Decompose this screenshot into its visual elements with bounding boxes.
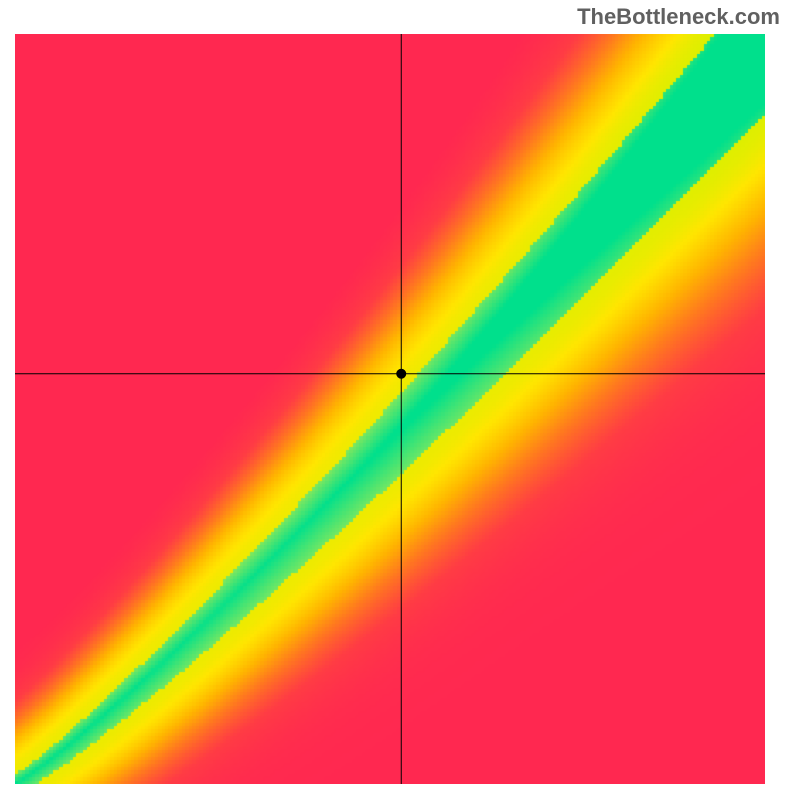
attribution-text: TheBottleneck.com <box>577 4 780 30</box>
heatmap-canvas <box>15 34 765 784</box>
bottleneck-heatmap <box>15 34 765 784</box>
